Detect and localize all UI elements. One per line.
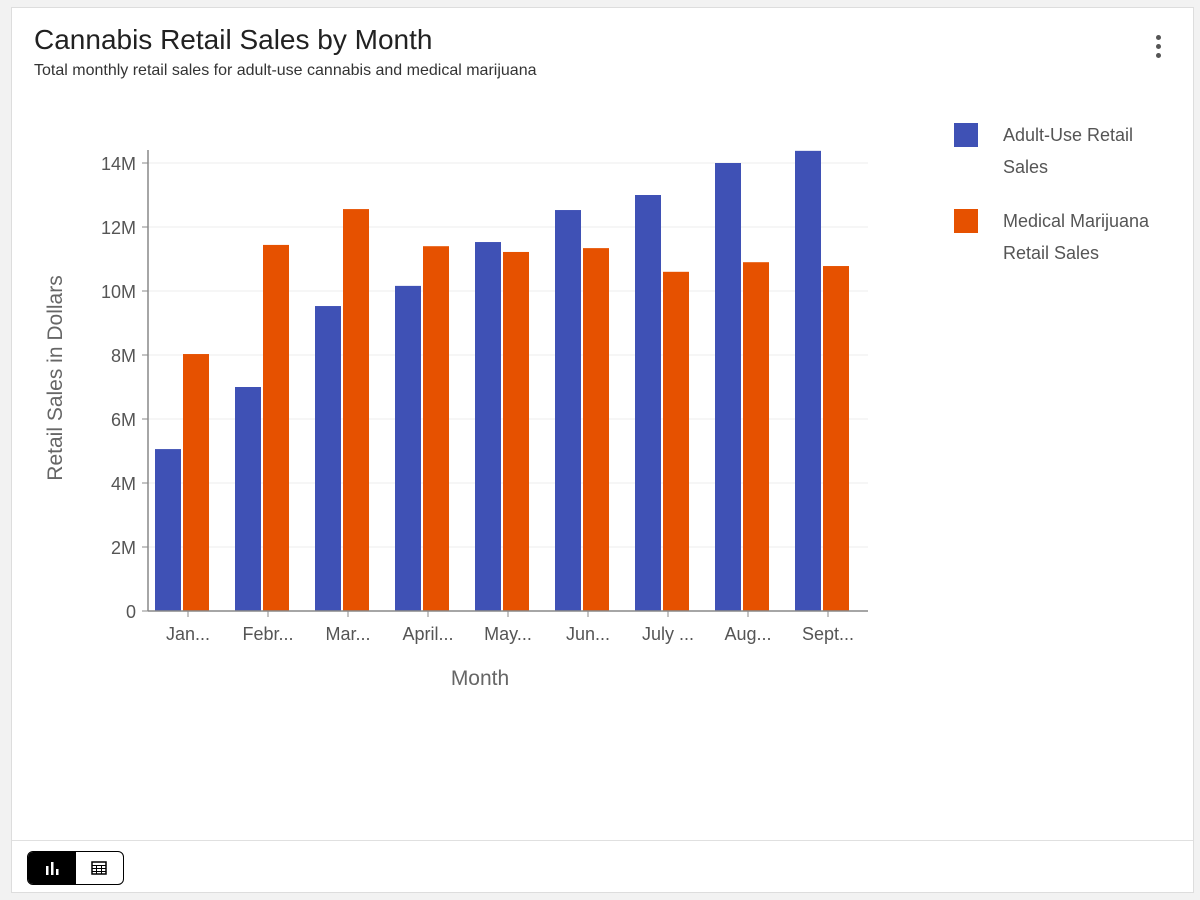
legend-swatch <box>954 123 978 147</box>
bar-adult-use <box>715 163 741 611</box>
table-view-button[interactable] <box>76 852 124 884</box>
chart-subtitle: Total monthly retail sales for adult-use… <box>34 62 537 79</box>
bar-medical <box>343 209 369 611</box>
x-tick-label: April... <box>402 624 453 644</box>
legend-item[interactable]: Adult-Use Retail Sales <box>954 119 1164 183</box>
bar-medical <box>423 246 449 611</box>
legend-item[interactable]: Medical Marijuana Retail Sales <box>954 205 1164 269</box>
y-tick-label: 6M <box>111 410 136 430</box>
bar-adult-use <box>395 285 421 611</box>
bar-medical <box>583 248 609 611</box>
y-tick-label: 8M <box>111 346 136 366</box>
bar-adult-use <box>155 449 181 611</box>
x-tick-label: May... <box>484 624 532 644</box>
bar-medical <box>823 266 849 611</box>
x-tick-label: Sept... <box>802 624 854 644</box>
bar-adult-use <box>795 150 821 611</box>
chart-title: Cannabis Retail Sales by Month <box>34 24 433 55</box>
y-tick-label: 14M <box>101 154 136 174</box>
x-tick-label: July ... <box>642 624 694 644</box>
bar-adult-use <box>635 195 661 611</box>
legend-swatch <box>954 209 978 233</box>
bar-adult-use <box>475 242 501 612</box>
x-tick-label: Jan... <box>166 624 210 644</box>
bar-medical <box>663 271 689 611</box>
legend-label: Adult-Use Retail Sales <box>1003 125 1134 177</box>
bar-chart-icon <box>45 862 59 875</box>
y-tick-label: 4M <box>111 474 136 494</box>
bar-medical <box>183 354 209 611</box>
table-icon <box>91 861 107 875</box>
legend: Adult-Use Retail Sales Medical Marijuana … <box>954 119 1164 291</box>
more-vert-icon[interactable] <box>1150 32 1166 68</box>
x-tick-label: Aug... <box>724 624 771 644</box>
bar-adult-use <box>555 210 581 612</box>
bar-medical <box>503 251 529 611</box>
x-tick-label: Febr... <box>242 624 293 644</box>
bar-medical <box>263 244 289 612</box>
view-toggle <box>27 851 124 885</box>
chart-view-button[interactable] <box>28 852 76 884</box>
legend-label: Medical Marijuana Retail Sales <box>1003 211 1150 263</box>
x-tick-label: Mar... <box>325 624 370 644</box>
x-tick-label: Jun... <box>566 624 610 644</box>
y-axis-title: Retail Sales in Dollars <box>44 275 67 480</box>
bar-adult-use <box>315 306 341 611</box>
x-axis-title: Month <box>451 667 509 690</box>
y-tick-label: 2M <box>111 538 136 558</box>
y-tick-label: 0 <box>126 602 136 622</box>
bar-adult-use <box>235 387 261 611</box>
footer-divider <box>12 840 1193 841</box>
y-tick-label: 10M <box>101 282 136 302</box>
y-tick-label: 12M <box>101 218 136 238</box>
bar-medical <box>743 262 769 611</box>
